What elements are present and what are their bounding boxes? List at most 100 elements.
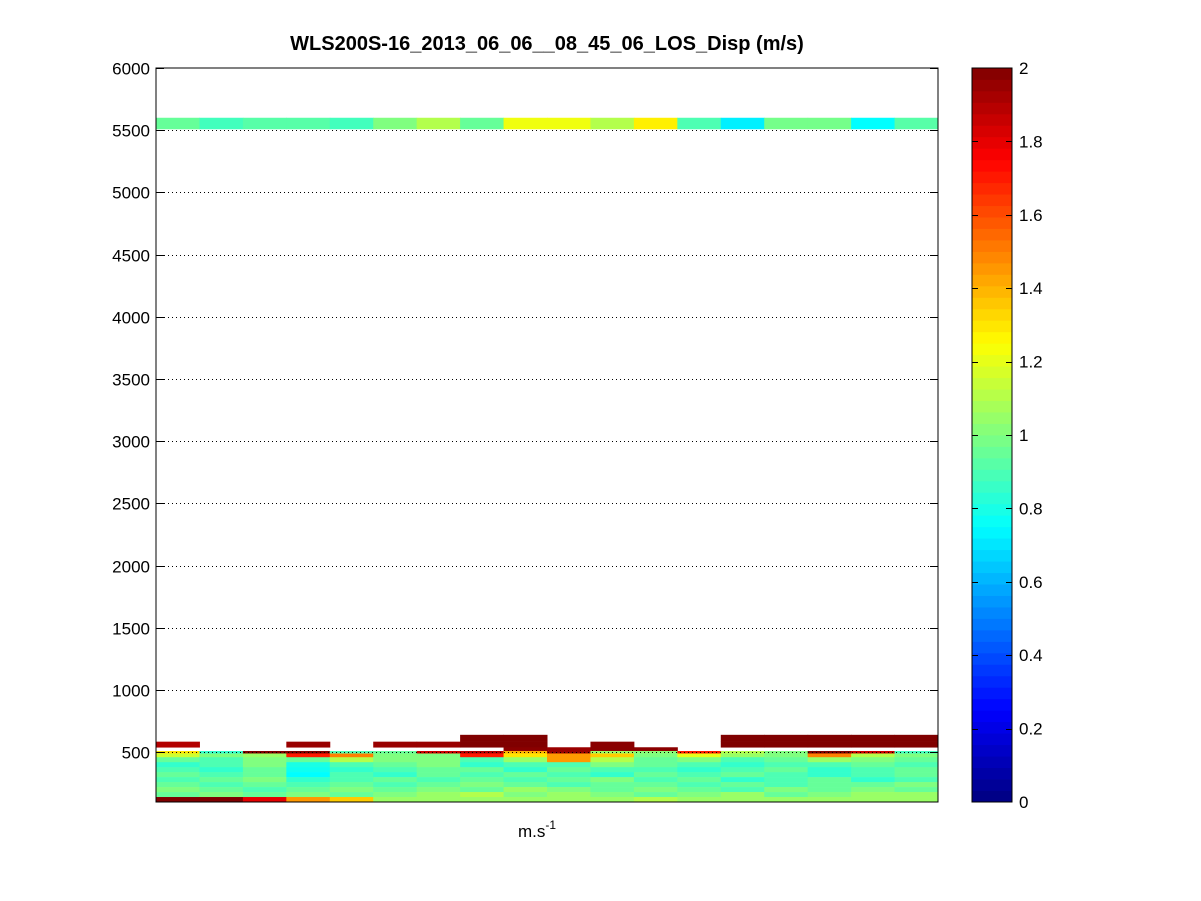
heatmap-cell (242, 782, 287, 788)
heatmap-cell (460, 757, 505, 763)
colorbar-band (972, 79, 1012, 92)
colorbar-tick-label: 1.4 (1019, 279, 1043, 298)
colorbar-band (972, 400, 1012, 413)
heatmap-cell (156, 772, 200, 778)
y-tick-label: 1500 (112, 620, 150, 639)
colorbar-band (972, 687, 1012, 700)
heatmap-cell (720, 757, 765, 763)
colorbar-tick-label: 1 (1019, 426, 1028, 445)
heatmap-cell (503, 792, 548, 798)
heatmap-cell (851, 734, 896, 742)
heatmap-cell (416, 777, 461, 783)
heatmap-cell (373, 792, 418, 798)
heatmap-cell (242, 117, 287, 130)
heatmap-cell (894, 777, 939, 783)
colorbar-band (972, 744, 1012, 757)
heatmap-cell (460, 762, 505, 768)
heatmap-cell (894, 787, 939, 793)
colorbar-band (972, 446, 1012, 459)
heatmap-cell (242, 757, 287, 763)
colorbar-band (972, 423, 1012, 436)
colorbar-band (972, 102, 1012, 115)
colorbar-band (972, 652, 1012, 665)
heatmap-cell (894, 753, 939, 758)
heatmap-cell (807, 757, 852, 763)
colorbar-band (972, 297, 1012, 310)
heatmap-cell (894, 741, 939, 748)
colorbar-band (972, 217, 1012, 229)
heatmap-cell (329, 772, 374, 778)
heatmap-cell (590, 772, 635, 778)
colorbar-band (972, 228, 1012, 241)
heatmap-cell (503, 747, 548, 752)
colorbar-gradient (972, 68, 1012, 803)
heatmap-cell (590, 782, 635, 788)
heatmap-cell (416, 750, 461, 754)
heatmap-cell (199, 753, 244, 758)
heatmap-cell (633, 117, 678, 130)
heatmap-cell (373, 117, 418, 130)
heatmap-cell (242, 762, 287, 768)
heatmap-cell (764, 767, 809, 773)
heatmap-cell (460, 797, 505, 803)
heatmap-cell (633, 753, 678, 758)
heatmap-cell (807, 787, 852, 793)
heatmap-cell (460, 782, 505, 788)
heatmap-cell (677, 787, 722, 793)
colorbar-band (972, 148, 1012, 161)
heatmap-cell (590, 741, 635, 748)
heatmap-cell (720, 117, 765, 130)
heatmap-cell (416, 767, 461, 773)
heatmap-cell (547, 787, 591, 793)
heatmap-cell (329, 750, 374, 754)
heatmap-cell (590, 777, 635, 783)
heatmap-cell (807, 734, 852, 742)
colorbar-band (972, 366, 1012, 379)
heatmap-cell (720, 734, 765, 742)
heatmap-cell (764, 757, 809, 763)
colorbar-band (972, 572, 1012, 585)
heatmap-cell (851, 797, 896, 803)
heatmap-cell (807, 117, 852, 130)
heatmap-cell (286, 767, 331, 773)
heatmap-cell (590, 757, 635, 763)
heatmap-cell (547, 757, 591, 763)
heatmap-cell (807, 750, 852, 754)
colorbar-band (972, 641, 1012, 654)
heatmap-cell (894, 782, 939, 788)
heatmap-cell (851, 782, 896, 788)
heatmap-cell (286, 762, 331, 768)
heatmap-cell (156, 777, 200, 783)
heatmap-cell (242, 777, 287, 783)
colorbar-band (972, 526, 1012, 539)
heatmap-cell (720, 772, 765, 778)
heatmap-cell (460, 767, 505, 773)
heatmap-cell (894, 734, 939, 742)
heatmap-cell (633, 787, 678, 793)
heatmap-cell (633, 782, 678, 788)
heatmap-cell (286, 753, 331, 758)
colorbar-tick-label: 0.6 (1019, 573, 1043, 592)
heatmap-cell (460, 772, 505, 778)
colorbar-band (972, 194, 1012, 207)
heatmap-cell (677, 767, 722, 773)
heatmap-cell (547, 797, 591, 803)
colorbar-band (972, 767, 1012, 780)
heatmap-cell (286, 772, 331, 778)
heatmap-cell (590, 753, 635, 758)
heatmap-cell (329, 117, 374, 130)
y-tick-label: 4000 (112, 309, 150, 328)
heatmap-cell (373, 753, 418, 758)
heatmap-cell (633, 772, 678, 778)
heatmap-cell (156, 753, 200, 758)
colorbar-band (972, 136, 1012, 149)
heatmap-cell (720, 792, 765, 798)
colorbar-tick-label: 0.4 (1019, 646, 1043, 665)
heatmap-cell (329, 797, 374, 803)
heatmap-cell (547, 772, 591, 778)
heatmap-cell (329, 787, 374, 793)
heatmap-cell (416, 772, 461, 778)
heatmap-cell (764, 734, 809, 742)
heatmap-cell (590, 747, 635, 752)
heatmap-cell (199, 797, 244, 803)
